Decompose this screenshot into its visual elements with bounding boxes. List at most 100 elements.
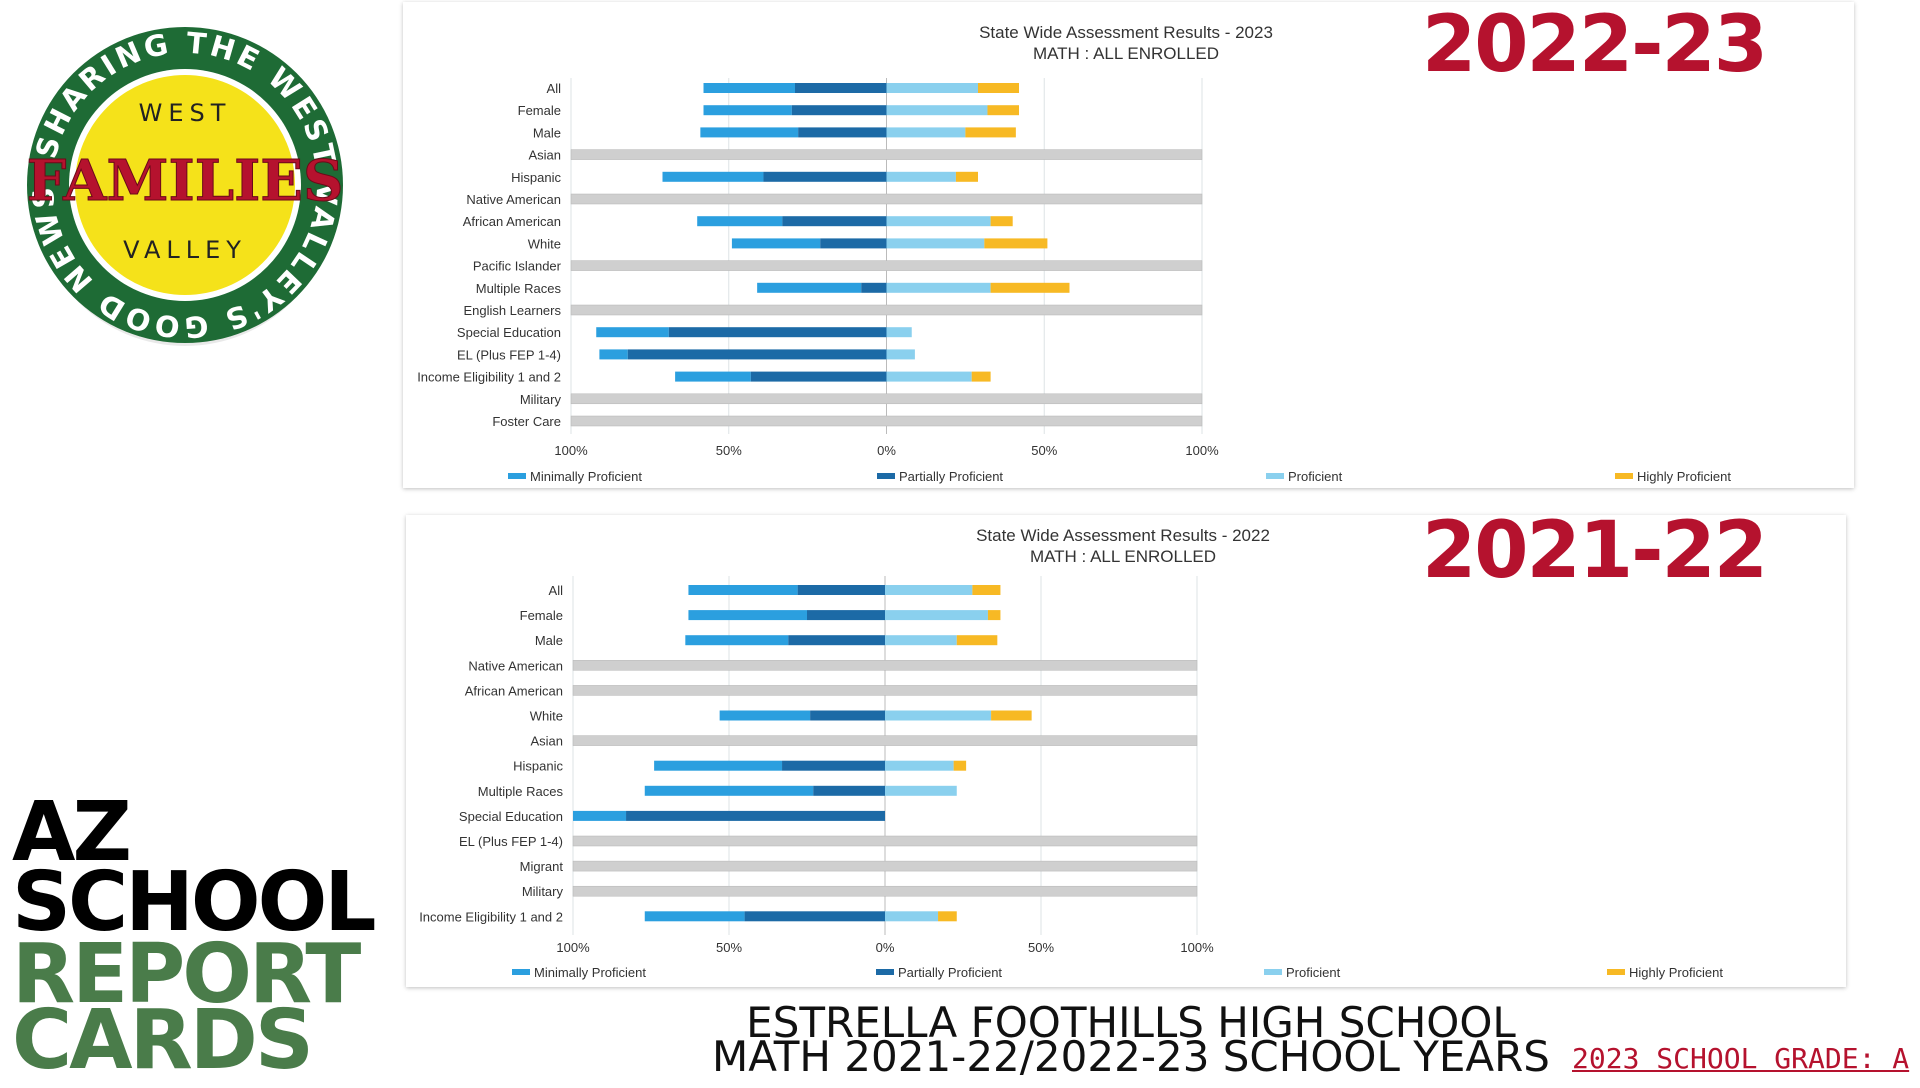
bar-segment-proficient [885, 760, 954, 771]
bar-segment-minimally-proficient [685, 635, 789, 646]
bar-no-data [572, 835, 1198, 847]
bar-segment-partially-proficient [782, 760, 885, 771]
bar-no-data [572, 685, 1198, 696]
chart-2023: State Wide Assessment Results - 2023 MATH… [417, 23, 1731, 484]
bar-segment-highly-proficient [990, 282, 1070, 293]
bar-no-data [570, 393, 1203, 405]
bar-segment-minimally-proficient [719, 710, 811, 721]
category-label: All [549, 583, 564, 598]
category-label: All [547, 81, 562, 96]
bar-segment-highly-proficient [955, 171, 978, 182]
bar-segment-proficient [886, 171, 956, 182]
bar-segment-minimally-proficient [644, 911, 745, 922]
category-label: White [528, 236, 561, 251]
legend-swatch [1607, 969, 1625, 975]
bar-segment-partially-proficient [813, 785, 885, 796]
category-label: Foster Care [492, 414, 561, 429]
tick-label: 100% [554, 443, 588, 458]
chart-2022: State Wide Assessment Results - 2022 MATH… [419, 526, 1723, 980]
bar-segment-highly-proficient [971, 371, 991, 382]
category-label: Female [518, 103, 561, 118]
bar-segment-minimally-proficient [757, 282, 862, 293]
bar-segment-proficient [886, 83, 978, 93]
tick-label: 100% [1185, 443, 1219, 458]
bar-segment-highly-proficient [987, 105, 1020, 116]
title-report: REPORT [12, 927, 361, 1022]
chart-title: State Wide Assessment Results - 2023 [979, 23, 1273, 42]
legend-label: Highly Proficient [1637, 469, 1731, 484]
bar-segment-partially-proficient [795, 83, 887, 93]
bar-segment-proficient [885, 635, 957, 646]
legend-swatch [1266, 473, 1284, 479]
bar-segment-proficient [886, 371, 972, 382]
legend-swatch [877, 473, 895, 479]
bar-segment-minimally-proficient [599, 349, 628, 360]
bar-segment-partially-proficient [782, 216, 887, 227]
tick-label: 50% [1028, 940, 1054, 955]
legend-swatch [1264, 969, 1282, 975]
bar-segment-partially-proficient [810, 710, 885, 721]
logo-center [75, 75, 295, 295]
category-label: English Learners [463, 303, 561, 318]
category-label: Hispanic [511, 170, 561, 185]
bar-no-data [572, 860, 1198, 872]
category-label: White [530, 709, 563, 724]
tick-label: 0% [876, 940, 895, 955]
bar-segment-proficient [886, 238, 985, 249]
legend-label: Minimally Proficient [530, 469, 642, 484]
title-cards: CARDS [12, 993, 314, 1088]
tick-label: 0% [877, 443, 896, 458]
bar-segment-highly-proficient [953, 760, 967, 771]
category-label: Income Eligibility 1 and 2 [417, 370, 561, 385]
legend-label: Partially Proficient [898, 965, 1002, 980]
category-label: EL (Plus FEP 1-4) [459, 834, 563, 849]
bar-no-data [570, 415, 1203, 427]
bar-segment-proficient [885, 911, 939, 922]
category-label: Male [533, 125, 561, 140]
category-label: Military [522, 884, 564, 899]
chart-subtitle: MATH : ALL ENROLLED [1033, 44, 1219, 63]
school-grade: 2023 SCHOOL GRADE: A [1572, 1042, 1910, 1075]
bar-no-data [572, 660, 1198, 671]
category-label: Male [535, 633, 563, 648]
category-label: Asian [528, 148, 561, 163]
bar-segment-minimally-proficient [573, 810, 627, 821]
bar-segment-minimally-proficient [596, 327, 669, 338]
bar-segment-highly-proficient [972, 585, 1001, 595]
bar-segment-partially-proficient [791, 105, 887, 116]
bar-segment-proficient [886, 127, 966, 138]
bar-segment-highly-proficient [977, 83, 1020, 93]
legend-label: Minimally Proficient [534, 965, 646, 980]
title-school: SCHOOL [12, 855, 377, 950]
legend-label: Highly Proficient [1629, 965, 1723, 980]
tick-label: 50% [716, 443, 742, 458]
legend-label: Proficient [1288, 469, 1343, 484]
legend-swatch [512, 969, 530, 975]
category-label: Military [520, 392, 562, 407]
category-label: Multiple Races [478, 784, 564, 799]
bar-segment-minimally-proficient [731, 238, 821, 249]
bar-segment-proficient [886, 349, 915, 360]
category-label: Native American [468, 658, 563, 673]
bar-segment-proficient [886, 282, 991, 293]
bar-segment-proficient [885, 585, 973, 595]
bar-segment-highly-proficient [987, 610, 1001, 621]
chart-panel-2023: State Wide Assessment Results - 2023 MATH… [403, 2, 1854, 488]
category-label: Migrant [520, 859, 564, 874]
school-name: ESTRELLA FOOTHILLS HIGH SCHOOL [746, 998, 1516, 1047]
bar-segment-minimally-proficient [675, 371, 751, 382]
chart-panel-2022: State Wide Assessment Results - 2022 MATH… [406, 515, 1846, 987]
bar-segment-highly-proficient [938, 911, 957, 922]
bar-segment-partially-proficient [626, 810, 885, 821]
logo-top-text: WEST [139, 99, 232, 127]
bar-segment-partially-proficient [807, 610, 885, 621]
category-label: Hispanic [513, 759, 563, 774]
logo-bottom-text: VALLEY [123, 236, 247, 264]
bar-segment-proficient [886, 327, 912, 338]
bar-segment-minimally-proficient [654, 760, 783, 771]
bar-segment-proficient [885, 785, 957, 796]
legend-swatch [508, 473, 526, 479]
title-az: AZ [12, 785, 132, 880]
bar-segment-partially-proficient [798, 127, 887, 138]
year-label-2021-22: 2021-22 [1422, 506, 1768, 596]
